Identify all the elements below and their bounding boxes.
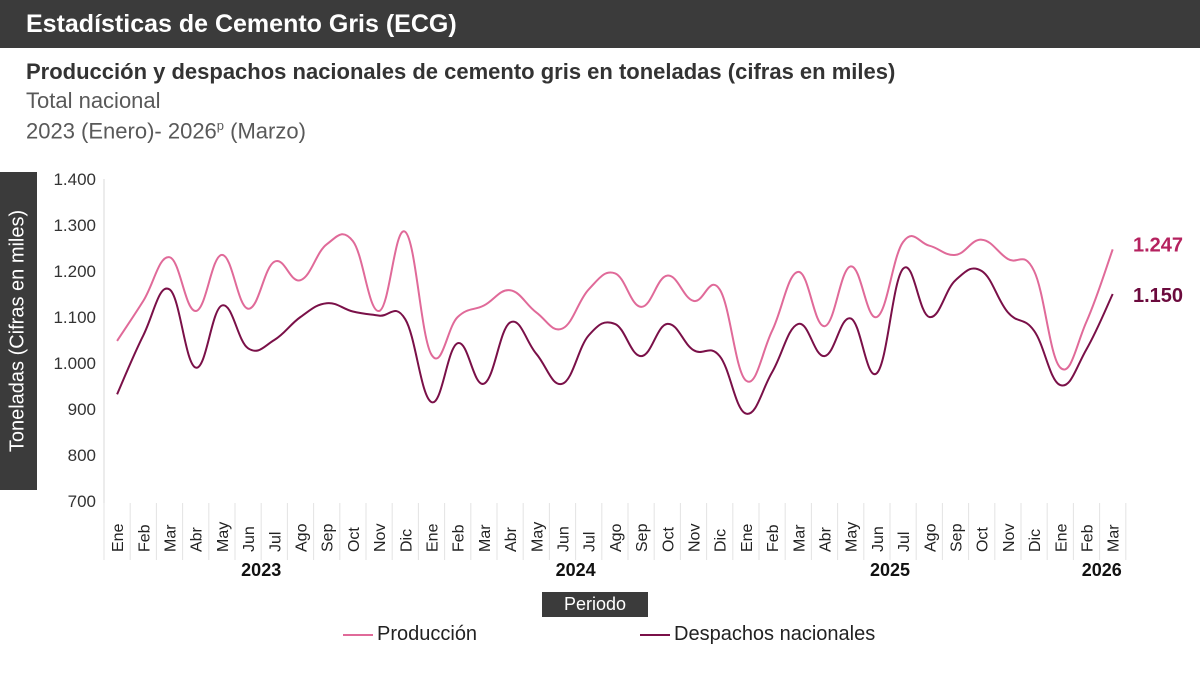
x-tick-label-month: Abr bbox=[189, 526, 206, 552]
x-tick-label-month: Sep bbox=[949, 523, 966, 552]
x-axis-label: Periodo bbox=[542, 592, 648, 617]
x-tick-label-month: May bbox=[215, 522, 232, 552]
y-tick-label: 1.100 bbox=[53, 308, 96, 327]
legend-item-produccion: Producción bbox=[343, 623, 477, 646]
x-tick-label-month: Dic bbox=[1027, 529, 1044, 552]
x-tick-label-month: Feb bbox=[136, 524, 153, 552]
x-year-label: 2024 bbox=[556, 560, 596, 580]
x-year-label: 2025 bbox=[870, 560, 910, 580]
x-tick-label-month: Ene bbox=[110, 523, 127, 552]
y-tick-label: 800 bbox=[68, 446, 96, 465]
x-tick-label-month: May bbox=[529, 522, 546, 552]
x-year-label: 2026 bbox=[1082, 560, 1122, 580]
legend-swatch-produccion bbox=[343, 633, 373, 636]
legend-label-produccion: Producción bbox=[377, 623, 478, 645]
x-tick-label-month: Dic bbox=[398, 529, 415, 552]
x-tick-label-month: Nov bbox=[372, 524, 389, 552]
legend-item-despachos: Despachos nacionales bbox=[640, 623, 875, 646]
y-tick-label: 1.000 bbox=[53, 354, 96, 373]
chart-subtitle-period: 2023 (Enero)- 2026p (Marzo) bbox=[26, 118, 306, 144]
x-year-label: 2023 bbox=[241, 560, 281, 580]
y-tick-label: 900 bbox=[68, 400, 96, 419]
x-tick-label-month: Oct bbox=[660, 527, 677, 552]
y-axis-label-box bbox=[0, 172, 37, 490]
x-tick-label-month: Feb bbox=[765, 524, 782, 552]
x-tick-label-month: Ago bbox=[294, 523, 311, 552]
x-tick-label-month: Ago bbox=[608, 523, 625, 552]
chart-subtitle-scope: Total nacional bbox=[26, 88, 161, 113]
x-tick-label-month: Jun bbox=[241, 526, 258, 552]
x-tick-label-month: Abr bbox=[503, 526, 520, 552]
end-label-produccion: 1.247 bbox=[1133, 234, 1183, 256]
x-tick-label-month: Sep bbox=[320, 523, 337, 552]
x-tick-label-month: Nov bbox=[1001, 524, 1018, 552]
preliminary-marker: p bbox=[216, 118, 225, 133]
y-tick-label: 700 bbox=[68, 492, 96, 511]
period-end-text: (Marzo) bbox=[224, 118, 306, 144]
x-tick-label-month: Feb bbox=[1080, 524, 1097, 552]
x-tick-label-month: Jun bbox=[556, 526, 573, 552]
x-tick-label-month: Feb bbox=[451, 524, 468, 552]
x-tick-label-month: Mar bbox=[163, 524, 180, 552]
banner-title: Estadísticas de Cemento Gris (ECG) bbox=[26, 10, 457, 38]
y-tick-label: 1.300 bbox=[53, 216, 96, 235]
x-tick-label-month: Dic bbox=[713, 529, 730, 552]
x-tick-label-month: Oct bbox=[975, 527, 992, 552]
x-tick-label-month: Oct bbox=[346, 527, 363, 552]
x-tick-label-month: Jul bbox=[267, 532, 284, 552]
x-tick-label-month: Mar bbox=[477, 524, 494, 552]
x-tick-label-month: Jul bbox=[896, 532, 913, 552]
x-tick-label-month: Sep bbox=[634, 523, 651, 552]
legend-label-despachos: Despachos nacionales bbox=[674, 623, 876, 645]
x-tick-label-month: Jun bbox=[870, 526, 887, 552]
x-tick-label-month: Nov bbox=[687, 524, 704, 552]
y-tick-label: 1.200 bbox=[53, 262, 96, 281]
chart-title: Producción y despachos nacionales de cem… bbox=[26, 59, 896, 84]
end-label-despachos: 1.150 bbox=[1133, 285, 1183, 307]
series-line-produccion bbox=[116, 230, 1114, 383]
x-tick-label-month: Ene bbox=[425, 523, 442, 552]
x-tick-label-month: Mar bbox=[1106, 524, 1123, 552]
period-range-text: 2023 (Enero)- 2026 bbox=[26, 118, 217, 144]
legend-swatch-despachos bbox=[640, 633, 670, 636]
x-tick-label-month: Ene bbox=[739, 523, 756, 552]
header-banner: Estadísticas de Cemento Gris (ECG) bbox=[0, 0, 1200, 48]
series-line-despachos bbox=[116, 266, 1114, 415]
x-tick-label-month: May bbox=[844, 522, 861, 552]
x-tick-label-month: Ago bbox=[922, 523, 939, 552]
x-tick-label-month: Mar bbox=[791, 524, 808, 552]
y-tick-label: 1.400 bbox=[53, 170, 96, 189]
x-tick-label-month: Ene bbox=[1053, 523, 1070, 552]
x-tick-label-month: Jul bbox=[582, 532, 599, 552]
x-tick-label-month: Abr bbox=[818, 526, 835, 552]
